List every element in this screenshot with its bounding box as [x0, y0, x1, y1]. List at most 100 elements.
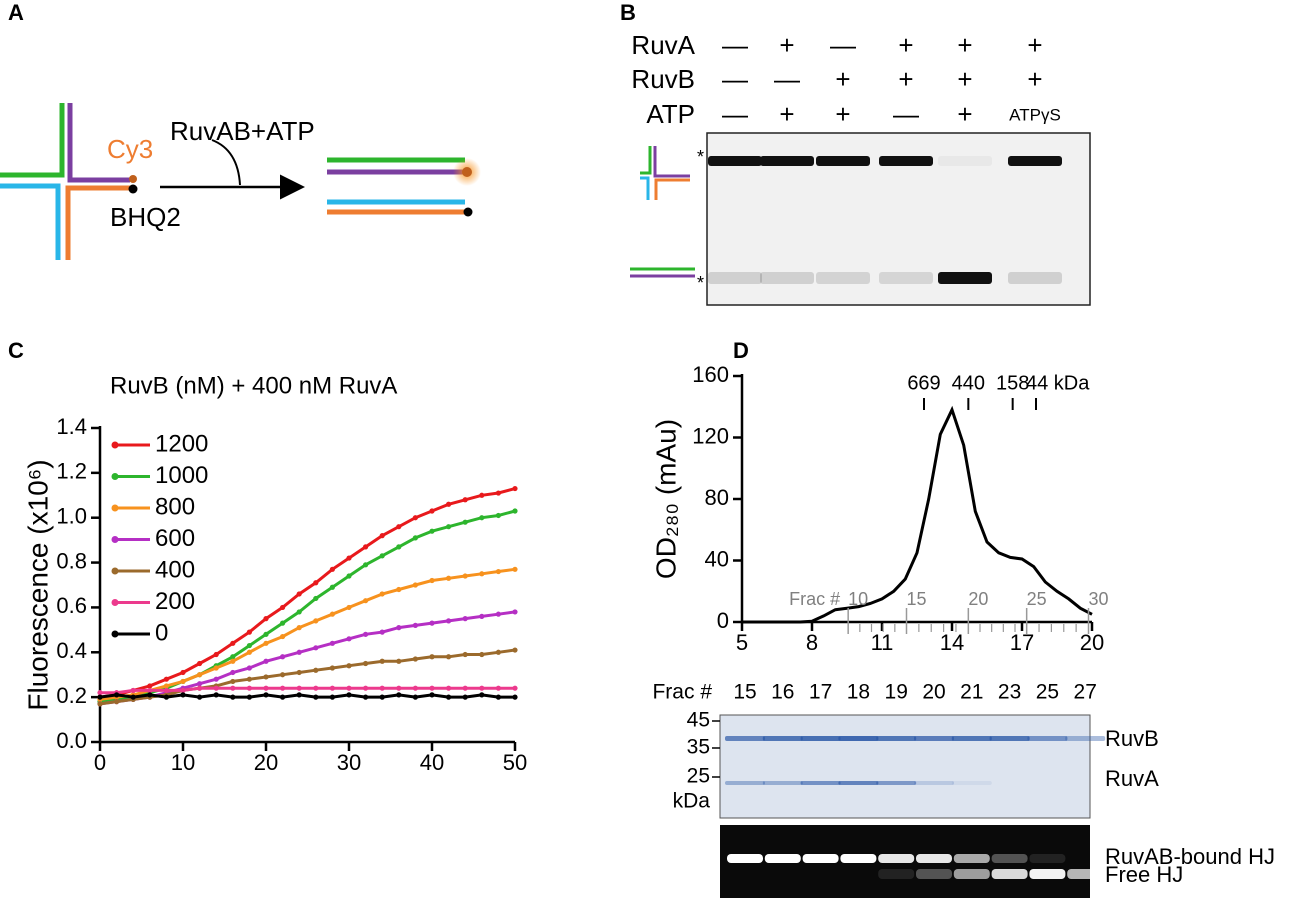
point: [346, 692, 352, 698]
point: [197, 660, 203, 667]
series-line: [100, 686, 515, 695]
series-line: [742, 405, 1093, 624]
x-tick-label: 0: [94, 750, 106, 775]
cell: +: [1027, 30, 1042, 60]
y-tick-label: 0.4: [56, 638, 87, 663]
point: [363, 598, 369, 604]
band-label: Free HJ: [1105, 862, 1183, 887]
point: [296, 591, 302, 597]
point: [180, 692, 186, 698]
band: [762, 736, 803, 741]
y-tick-label: 120: [692, 423, 729, 448]
point: [147, 692, 153, 698]
legend-marker: [111, 630, 119, 638]
y-tick-label: 1.2: [56, 459, 87, 484]
point: [462, 694, 468, 700]
point: [379, 591, 385, 597]
cell: +: [898, 30, 913, 60]
point: [495, 694, 501, 700]
point: [379, 533, 385, 539]
band: [1008, 272, 1062, 284]
chart-title: RuvB (nM) + 400 nM RuvA: [110, 372, 397, 399]
point: [479, 613, 485, 620]
frac-tick-label: 10: [848, 589, 868, 609]
point: [97, 694, 103, 700]
row-label: ATP: [646, 99, 695, 129]
point: [114, 699, 120, 705]
legend-label: 200: [155, 588, 195, 615]
band: [916, 854, 952, 863]
point: [429, 620, 435, 626]
mw-label: 25: [687, 765, 710, 788]
frac-tick-label: 15: [906, 589, 926, 609]
x-tick-label: 11: [871, 630, 894, 655]
point: [329, 694, 335, 700]
legend-marker: [111, 567, 119, 575]
point: [396, 524, 402, 530]
point: [263, 692, 269, 698]
point: [396, 586, 402, 593]
legend-label: 0: [155, 619, 168, 646]
point: [329, 640, 335, 646]
point: [462, 685, 468, 691]
point: [280, 620, 286, 626]
point: [479, 692, 485, 698]
panel-label: A: [8, 0, 24, 25]
point: [280, 694, 286, 700]
cell: —: [722, 64, 748, 94]
point: [313, 694, 319, 700]
lane-label: 25: [1036, 681, 1059, 704]
point: [363, 685, 369, 691]
band: [762, 781, 803, 785]
band-label: RuvB: [1105, 726, 1159, 751]
point: [246, 642, 252, 649]
point: [412, 685, 418, 691]
band: [953, 869, 990, 879]
band: [760, 272, 814, 284]
legend-label: 800: [155, 493, 195, 520]
band: [1065, 736, 1106, 741]
cell: +: [957, 64, 972, 94]
y-tick-label: 1.0: [56, 504, 87, 529]
point: [412, 622, 418, 628]
point: [446, 575, 452, 581]
band: [708, 272, 762, 284]
point: [462, 497, 468, 503]
point: [213, 651, 219, 658]
point: [180, 687, 186, 694]
legend-label: 400: [155, 556, 195, 583]
band: [1008, 156, 1062, 166]
lane-label: 16: [771, 681, 794, 704]
band: [876, 781, 917, 785]
point: [479, 571, 485, 577]
point: [280, 672, 286, 678]
band: [914, 781, 954, 785]
point: [512, 647, 518, 653]
point: [412, 535, 418, 541]
legend-marker: [111, 473, 119, 480]
point: [263, 658, 269, 664]
point: [230, 654, 236, 660]
band: [802, 854, 839, 863]
point: [346, 636, 352, 642]
lane-label: 18: [847, 681, 870, 704]
point: [280, 604, 286, 611]
band: [914, 736, 954, 741]
y-tick-label: 1.4: [56, 414, 87, 439]
point: [363, 660, 369, 667]
series-line: [99, 567, 516, 701]
point: [313, 595, 319, 602]
frac-tick-label: 30: [1088, 589, 1108, 609]
label: RuvAB+ATP: [170, 116, 315, 146]
point: [197, 681, 203, 687]
point: [197, 685, 203, 691]
band: [938, 272, 992, 284]
band: [991, 869, 1028, 879]
point: [512, 566, 518, 572]
point: [479, 685, 485, 691]
point: [346, 685, 352, 691]
cell: +: [779, 30, 794, 60]
band: [800, 781, 841, 785]
point: [429, 685, 435, 691]
point: [329, 685, 335, 691]
